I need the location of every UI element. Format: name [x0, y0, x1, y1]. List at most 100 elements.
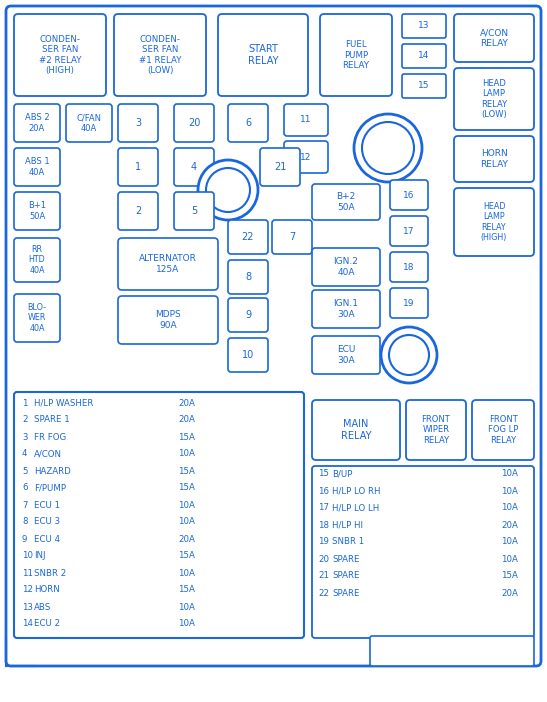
Text: H/LP HI: H/LP HI — [332, 520, 363, 529]
Text: H/LP LO RH: H/LP LO RH — [332, 486, 381, 496]
Text: 12: 12 — [22, 585, 33, 595]
Text: 9: 9 — [22, 534, 27, 543]
Text: 4: 4 — [22, 449, 27, 458]
FancyBboxPatch shape — [402, 44, 446, 68]
FancyBboxPatch shape — [272, 220, 312, 254]
FancyBboxPatch shape — [312, 336, 380, 374]
Text: 20: 20 — [188, 118, 200, 128]
Text: SPARE: SPARE — [332, 571, 359, 581]
FancyBboxPatch shape — [320, 14, 392, 96]
Text: 10: 10 — [22, 552, 33, 560]
FancyBboxPatch shape — [174, 104, 214, 142]
Text: B+2
50A: B+2 50A — [336, 192, 356, 212]
Text: INJ: INJ — [34, 552, 45, 560]
Text: 20A: 20A — [501, 520, 518, 529]
Text: IGN.1
30A: IGN.1 30A — [334, 299, 358, 319]
FancyBboxPatch shape — [228, 220, 268, 254]
Text: 19: 19 — [318, 538, 329, 546]
Text: 21: 21 — [318, 571, 329, 581]
FancyBboxPatch shape — [406, 400, 466, 460]
Text: BLO-
WER
40A: BLO- WER 40A — [27, 303, 46, 333]
FancyBboxPatch shape — [312, 466, 534, 638]
Text: CONDEN-
SER FAN
#1 RELAY
(LOW): CONDEN- SER FAN #1 RELAY (LOW) — [139, 35, 181, 75]
Text: ABS 1
40A: ABS 1 40A — [25, 157, 49, 177]
Text: 22: 22 — [242, 232, 254, 242]
FancyBboxPatch shape — [472, 400, 534, 460]
Text: B/UP: B/UP — [332, 470, 352, 479]
Text: 2: 2 — [22, 416, 27, 425]
Text: A/CON: A/CON — [34, 449, 62, 458]
Text: 8: 8 — [22, 517, 27, 526]
Text: MAIN
RELAY: MAIN RELAY — [341, 419, 371, 441]
Text: 13: 13 — [418, 22, 430, 30]
FancyBboxPatch shape — [228, 338, 268, 372]
Text: 19: 19 — [403, 298, 415, 307]
FancyBboxPatch shape — [390, 180, 428, 210]
Text: SPARE: SPARE — [332, 555, 359, 564]
Text: 15A: 15A — [501, 571, 518, 581]
FancyBboxPatch shape — [14, 14, 106, 96]
FancyBboxPatch shape — [14, 294, 60, 342]
Text: 1: 1 — [22, 399, 27, 407]
FancyBboxPatch shape — [14, 192, 60, 230]
Text: FRONT
FOG LP
RELAY: FRONT FOG LP RELAY — [488, 415, 518, 445]
Text: 20A: 20A — [178, 399, 195, 407]
FancyBboxPatch shape — [284, 141, 328, 173]
FancyBboxPatch shape — [228, 260, 268, 294]
Text: 10A: 10A — [178, 517, 195, 526]
Text: 10: 10 — [242, 350, 254, 360]
FancyBboxPatch shape — [370, 636, 534, 666]
Text: FR FOG: FR FOG — [34, 432, 66, 442]
Text: 15A: 15A — [178, 552, 195, 560]
Text: 11: 11 — [300, 116, 312, 124]
FancyBboxPatch shape — [260, 148, 300, 186]
Text: 10A: 10A — [501, 486, 518, 496]
FancyBboxPatch shape — [228, 298, 268, 332]
Text: SPARE 1: SPARE 1 — [34, 416, 70, 425]
Text: SNBR 2: SNBR 2 — [34, 569, 66, 578]
Text: 3: 3 — [22, 432, 27, 442]
Text: FRONT
WIPER
RELAY: FRONT WIPER RELAY — [422, 415, 450, 445]
FancyBboxPatch shape — [114, 14, 206, 96]
FancyBboxPatch shape — [118, 238, 218, 290]
Text: 11: 11 — [22, 569, 33, 578]
Text: 22: 22 — [318, 588, 329, 597]
FancyBboxPatch shape — [390, 216, 428, 246]
Text: 17: 17 — [318, 503, 329, 512]
Circle shape — [198, 160, 258, 220]
Text: 16: 16 — [403, 190, 415, 199]
FancyBboxPatch shape — [390, 252, 428, 282]
Text: 17: 17 — [403, 227, 415, 235]
Text: 6: 6 — [245, 118, 251, 128]
Text: 14: 14 — [418, 51, 430, 60]
FancyBboxPatch shape — [174, 148, 214, 186]
Text: 15: 15 — [418, 81, 430, 91]
FancyBboxPatch shape — [14, 104, 60, 142]
Text: HAZARD: HAZARD — [34, 467, 71, 475]
FancyBboxPatch shape — [454, 188, 534, 256]
Text: 6: 6 — [22, 484, 27, 493]
FancyBboxPatch shape — [14, 148, 60, 186]
Text: 3: 3 — [135, 118, 141, 128]
FancyBboxPatch shape — [118, 148, 158, 186]
Text: HEAD
LAMP
RELAY
(HIGH): HEAD LAMP RELAY (HIGH) — [481, 202, 507, 242]
Circle shape — [206, 168, 250, 212]
FancyBboxPatch shape — [402, 74, 446, 98]
Text: ECU 3: ECU 3 — [34, 517, 60, 526]
Text: 10A: 10A — [501, 470, 518, 479]
Text: 20: 20 — [318, 555, 329, 564]
Text: CONDEN-
SER FAN
#2 RELAY
(HIGH): CONDEN- SER FAN #2 RELAY (HIGH) — [39, 35, 82, 75]
FancyBboxPatch shape — [66, 104, 112, 142]
FancyBboxPatch shape — [14, 238, 60, 282]
Circle shape — [362, 122, 414, 174]
FancyBboxPatch shape — [218, 14, 308, 96]
Text: 10A: 10A — [501, 503, 518, 512]
Circle shape — [389, 335, 429, 375]
Text: 5: 5 — [22, 467, 27, 475]
FancyBboxPatch shape — [454, 136, 534, 182]
Text: 7: 7 — [22, 501, 27, 510]
FancyBboxPatch shape — [118, 104, 158, 142]
Text: C/FAN
40A: C/FAN 40A — [77, 113, 102, 133]
Text: HEAD
LAMP
RELAY
(LOW): HEAD LAMP RELAY (LOW) — [481, 79, 507, 119]
Text: 20A: 20A — [178, 534, 195, 543]
